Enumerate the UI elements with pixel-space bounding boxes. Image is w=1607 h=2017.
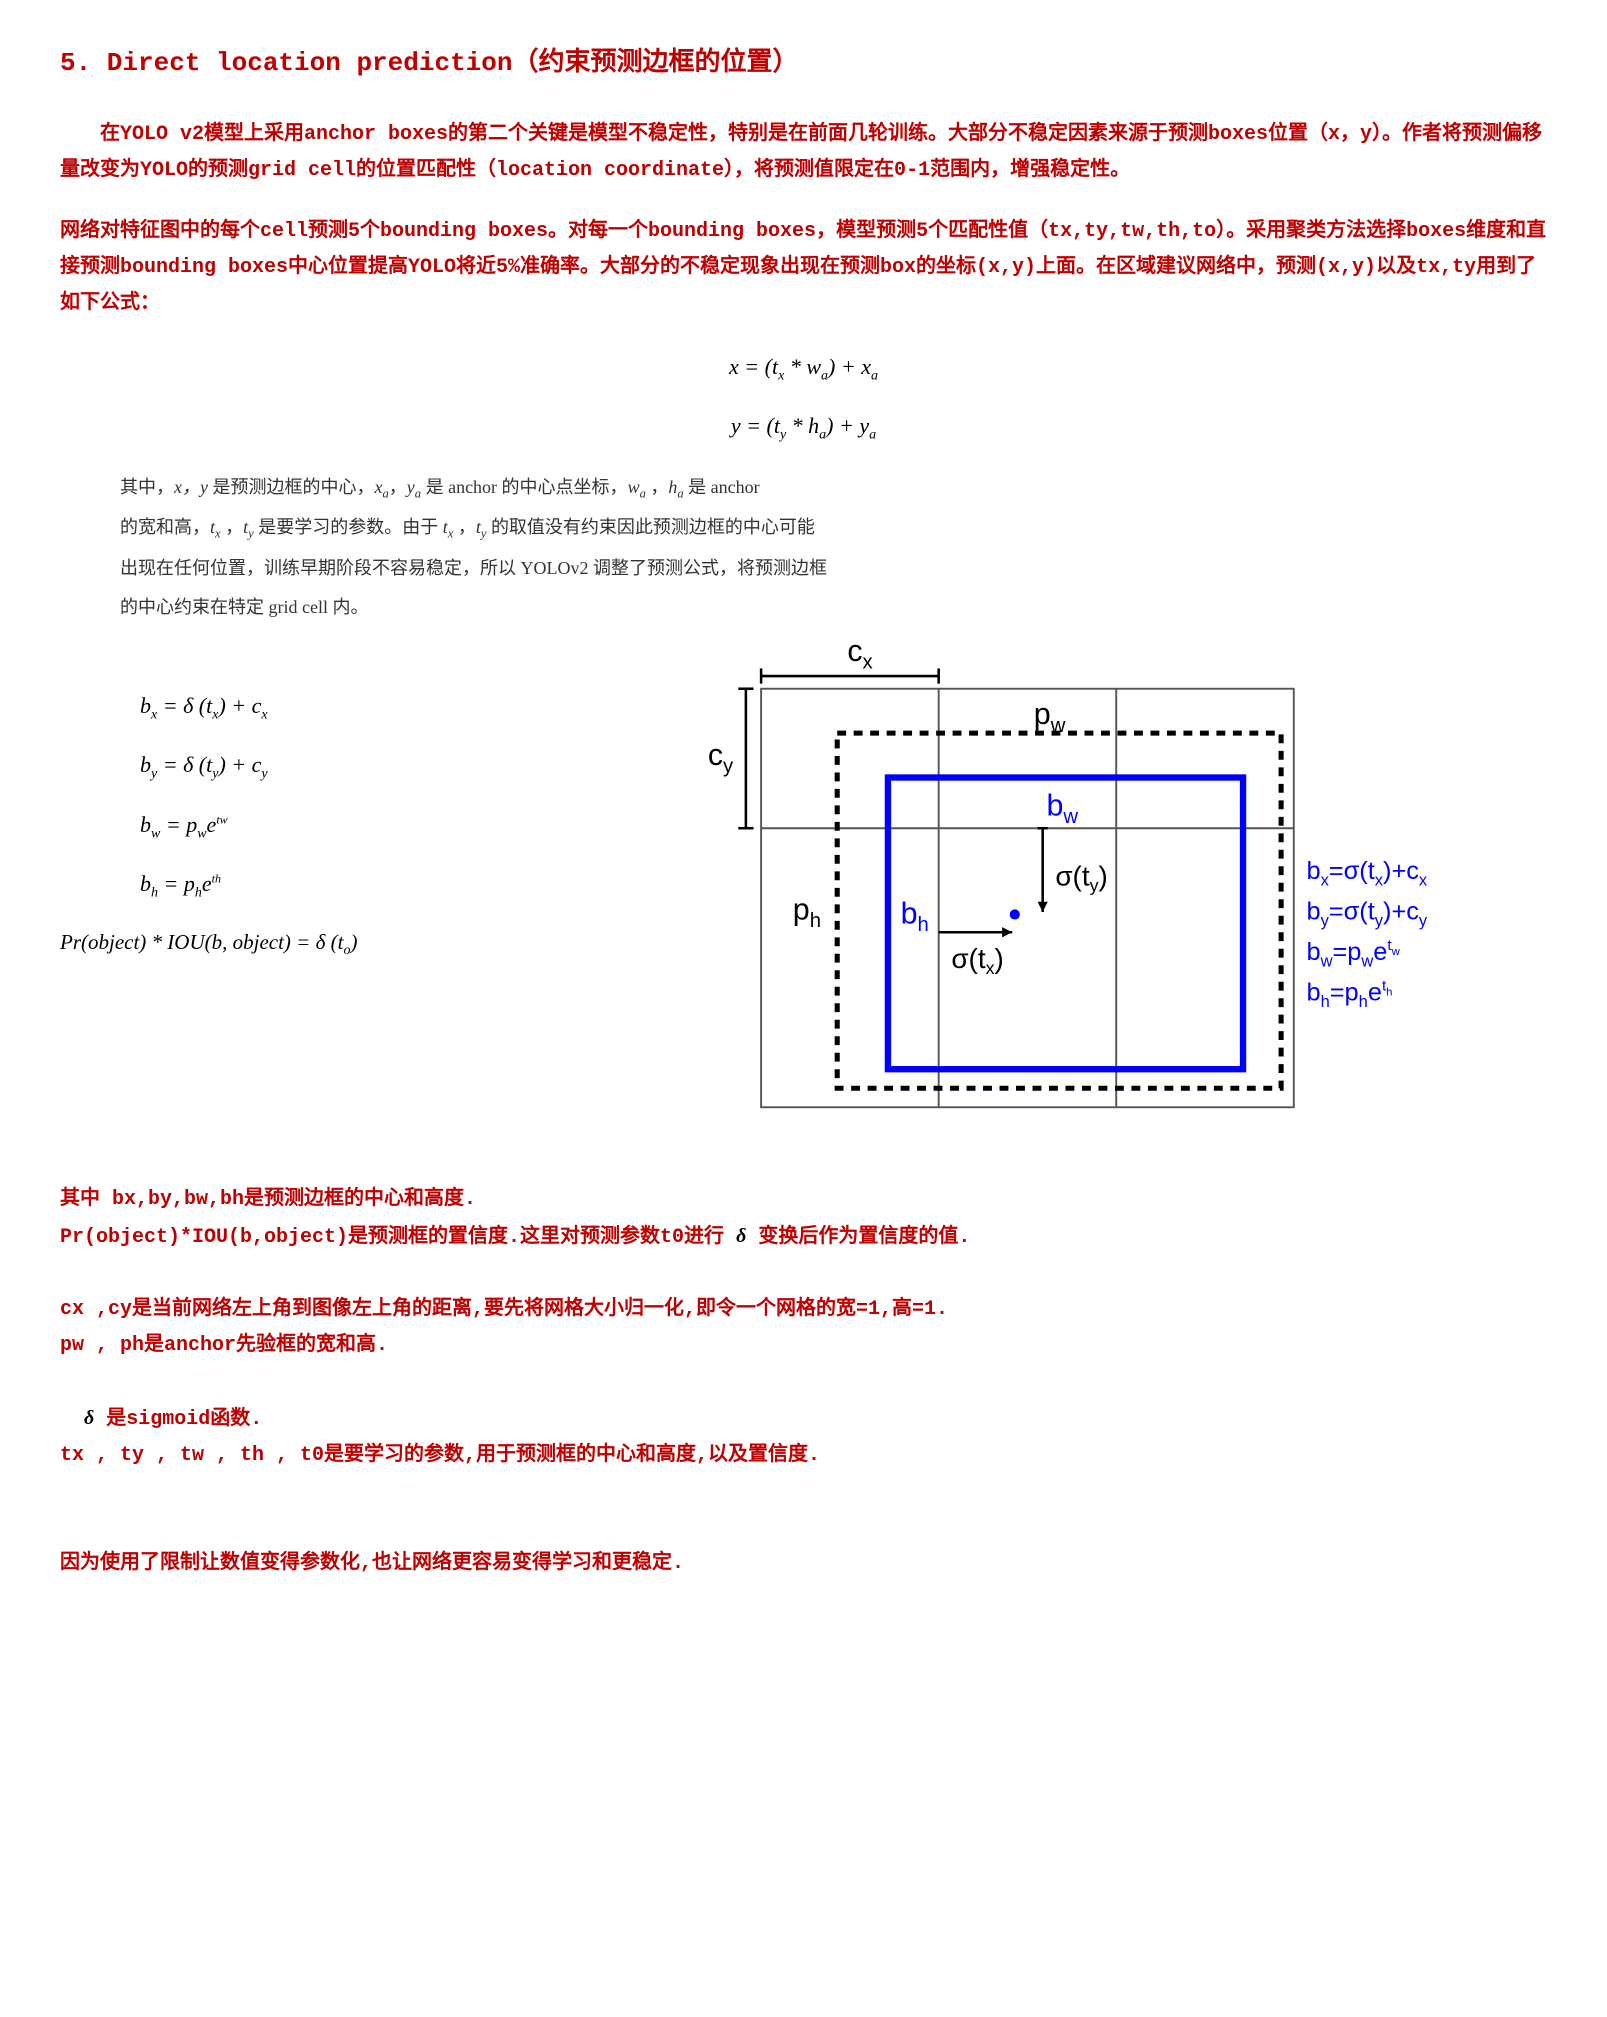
svg-text:σ(ty): σ(ty) — [1055, 860, 1107, 895]
formula-bw: bw = pwetw — [60, 805, 655, 847]
left-formulas: bx = δ (tx) + cx by = δ (ty) + cy bw = p… — [60, 638, 655, 982]
svg-text:bw=pwetw: bw=pwetw — [1306, 937, 1400, 970]
formula-y: y = (ty * ha) + ya — [60, 406, 1547, 448]
svg-text:ph: ph — [793, 892, 821, 932]
svg-text:bh=pheth: bh=pheth — [1306, 977, 1392, 1010]
section-title: 5. Direct location prediction（约束预测边框的位置） — [60, 40, 1547, 87]
formula-x: x = (tx * wa) + xa — [60, 347, 1547, 389]
svg-text:bw: bw — [1046, 788, 1078, 828]
intro-paragraph-1: 在YOLO v2模型上采用anchor boxes的第二个关键是模型不稳定性，特… — [60, 117, 1547, 189]
svg-text:pw: pw — [1034, 697, 1066, 737]
svg-text:bh: bh — [900, 896, 928, 936]
svg-text:bx=σ(tx)+cx: bx=σ(tx)+cx — [1306, 857, 1427, 889]
formula-pr: Pr(object) * IOU(b, object) = δ (to) — [60, 924, 655, 963]
formula-by: by = δ (ty) + cy — [60, 745, 655, 787]
after-explanation: 其中 bx,by,bw,bh是预测边框的中心和高度. Pr(object)*IO… — [60, 1182, 1547, 1582]
formula-bx: bx = δ (tx) + cx — [60, 686, 655, 728]
intro-paragraph-2: 网络对特征图中的每个cell预测5个bounding boxes。对每一个bou… — [60, 214, 1547, 322]
svg-text:by=σ(ty)+cy: by=σ(ty)+cy — [1306, 897, 1427, 929]
formula-bh: bh = pheth — [60, 864, 655, 906]
svg-text:cy: cy — [708, 738, 734, 778]
svg-text:σ(tx): σ(tx) — [951, 942, 1003, 977]
svg-text:cx: cx — [847, 638, 872, 673]
explanation-text: 其中，x，y 是预测边框的中心，xa，ya 是 anchor 的中心点坐标，wa… — [60, 468, 1547, 628]
formula-diagram-row: bx = δ (tx) + cx by = δ (ty) + cy bw = p… — [60, 638, 1547, 1157]
bbox-diagram: cx cy pw ph bw bh — [685, 638, 1547, 1157]
